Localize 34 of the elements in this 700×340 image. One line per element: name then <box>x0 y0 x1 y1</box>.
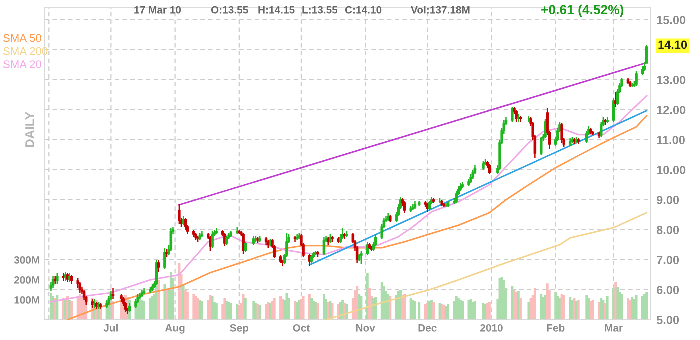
text: 14.10 <box>658 40 688 50</box>
y-tick-label: 12.00 <box>657 106 686 114</box>
y-tick-label: 10.00 <box>657 166 686 174</box>
x-tick-label: Oct <box>293 324 310 332</box>
x-tick-label: 2010 <box>480 324 503 332</box>
annotation: +0.61 (4.52%) <box>542 4 624 18</box>
text: SMA 50 <box>4 34 42 42</box>
y-tick-label: 13.00 <box>657 76 686 84</box>
annotation: C:14.10 <box>345 6 382 14</box>
annotation: 17 Mar 10 <box>134 6 182 14</box>
y2-tick-label: 200M <box>14 276 40 284</box>
y2-tick-label: 300M <box>14 256 40 264</box>
annotation: O:13.55 <box>211 6 248 14</box>
y-tick-label: 6.00 <box>656 286 680 294</box>
x-tick-label: Nov <box>356 324 376 332</box>
y-tick-label: 9.00 <box>656 196 680 204</box>
x-tick-label: Mar <box>605 324 623 332</box>
x-tick-label: Sep <box>230 324 249 334</box>
x-tick-label: Dec <box>418 324 437 332</box>
x-tick-label: Jul <box>104 324 118 332</box>
annotation: H:14.15 <box>258 6 295 14</box>
x-tick-label: Aug <box>165 324 185 334</box>
y-tick-label: 5.00 <box>656 316 680 324</box>
text: SMA 200 <box>4 47 48 56</box>
y-tick-label: 11.00 <box>657 136 685 144</box>
y-tick-label: 7.00 <box>657 256 680 264</box>
y-tick-label: 8.00 <box>656 226 680 234</box>
y2-tick-label: 100M <box>14 296 40 304</box>
x-tick-label: Feb <box>547 324 565 332</box>
text: DAILY <box>26 112 34 148</box>
annotation: Vol:137.18M <box>411 6 470 14</box>
text: SMA 20 <box>4 60 42 68</box>
y-tick-label: 15.00 <box>657 16 686 24</box>
annotation: L:13.55 <box>302 6 338 14</box>
